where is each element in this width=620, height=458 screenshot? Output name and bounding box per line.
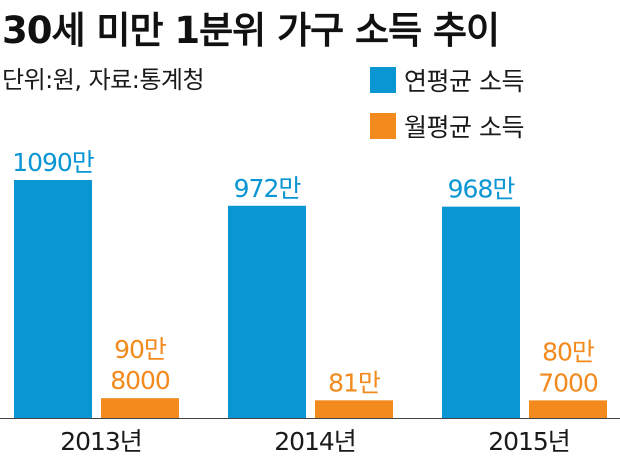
bar-annual-1 bbox=[228, 205, 306, 418]
data-label-annual-0-0: 1090만 bbox=[12, 148, 95, 177]
legend-label-annual: 연평균 소득 bbox=[404, 67, 524, 96]
data-label-monthly-1-0: 81만 bbox=[328, 368, 381, 397]
bar-annual-2 bbox=[442, 206, 520, 418]
legend-item-monthly: 월평균 소득 bbox=[370, 108, 524, 144]
data-label-annual-1-0: 972만 bbox=[234, 174, 302, 203]
data-label-annual-2-0: 968만 bbox=[448, 175, 516, 204]
bar-monthly-2 bbox=[529, 400, 607, 418]
x-tick-label-2: 2015년 bbox=[488, 427, 570, 456]
data-label-monthly-0-0: 90만 bbox=[114, 335, 167, 364]
legend-swatch-annual bbox=[370, 67, 396, 93]
legend-swatch-monthly bbox=[370, 113, 396, 139]
data-label-monthly-2-0: 80만 bbox=[542, 337, 595, 366]
chart-subtitle: 단위:원, 자료:통계청 bbox=[2, 66, 205, 94]
data-label-monthly-0-1: 8000 bbox=[110, 366, 170, 395]
x-tick-label-0: 2013년 bbox=[60, 427, 142, 456]
legend-label-monthly: 월평균 소득 bbox=[404, 113, 524, 142]
bar-monthly-0 bbox=[101, 398, 179, 418]
x-tick-label-1: 2014년 bbox=[274, 427, 356, 456]
chart-title: 30세 미만 1분위 가구 소득 추이 bbox=[2, 9, 500, 52]
legend-item-annual: 연평균 소득 bbox=[370, 62, 524, 98]
data-label-monthly-2-1: 7000 bbox=[538, 368, 598, 397]
bar-annual-0 bbox=[14, 180, 92, 418]
bar-monthly-1 bbox=[315, 400, 393, 418]
